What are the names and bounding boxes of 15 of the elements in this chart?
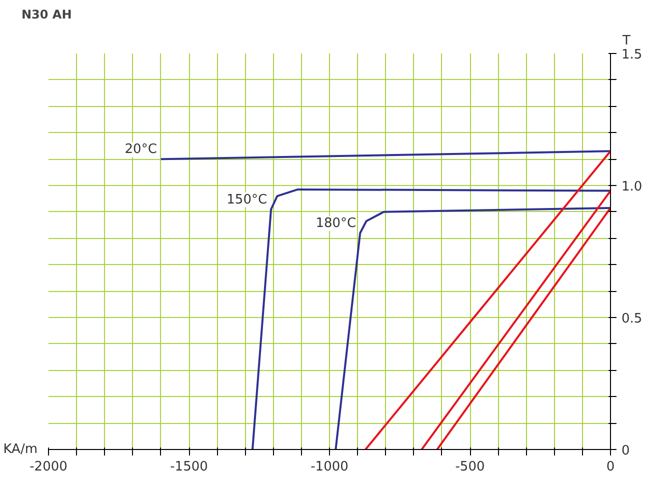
y-tick-label: 0.5 (622, 312, 642, 326)
x-tick-label: 0 (606, 460, 615, 474)
x-tick-label: -1000 (310, 460, 348, 474)
annotation: 20°C (124, 142, 157, 158)
x-tick-label: -1500 (170, 460, 208, 474)
x-tick-label: -2000 (30, 460, 68, 474)
y-tick-label: 1.0 (622, 180, 642, 194)
y-tick-label: 1.5 (622, 48, 642, 62)
chart-title: N30 AH (22, 8, 72, 22)
annotation: 150°C (226, 192, 268, 208)
x-axis-title: KA/m (3, 442, 38, 457)
x-tick-label: -500 (455, 460, 485, 474)
y-axis-title: T (622, 34, 631, 48)
annotation: 180°C (316, 216, 356, 232)
y-tick-label: 0 (622, 444, 630, 458)
